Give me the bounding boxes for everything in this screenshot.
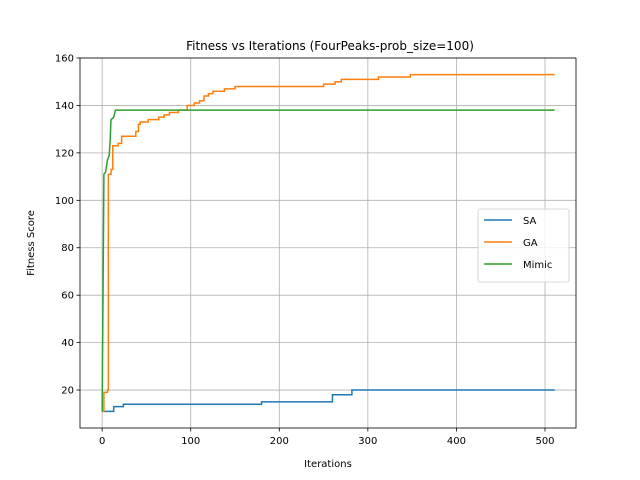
- x-tick-label: 0: [99, 436, 105, 447]
- series-line-ga: [102, 73, 555, 413]
- x-axis-label: Iterations: [304, 459, 352, 470]
- y-tick-label: 40: [61, 338, 74, 349]
- y-tick-label: 20: [61, 386, 74, 397]
- x-tick-label: 500: [535, 436, 554, 447]
- y-axis-label: Fitness Score: [26, 210, 37, 276]
- series-line-mimic: [101, 109, 555, 412]
- axis-ticks: 0 100 200 300 400 500 20 40 60 80 100 120 140 160: [55, 54, 555, 448]
- x-tick-label: 100: [181, 436, 200, 447]
- legend: SA GA Mimic: [477, 208, 570, 283]
- chart-title: Fitness vs Iterations (FourPeaks-prob_si…: [186, 39, 474, 53]
- y-tick-label: 60: [61, 291, 74, 302]
- series-lines: [101, 73, 555, 413]
- y-tick-label: 100: [55, 196, 74, 207]
- legend-label-sa: SA: [523, 216, 537, 227]
- plot-frame: [79, 57, 577, 429]
- y-tick-label: 120: [55, 148, 74, 159]
- legend-label-ga: GA: [523, 238, 538, 249]
- y-tick-label: 80: [61, 243, 74, 254]
- legend-label-mimic: Mimic: [523, 260, 552, 271]
- x-tick-label: 400: [447, 436, 466, 447]
- x-tick-label: 200: [270, 436, 289, 447]
- series-line-sa: [102, 389, 555, 413]
- y-tick-label: 140: [55, 101, 74, 112]
- x-tick-label: 300: [358, 436, 377, 447]
- y-tick-label: 160: [55, 54, 74, 65]
